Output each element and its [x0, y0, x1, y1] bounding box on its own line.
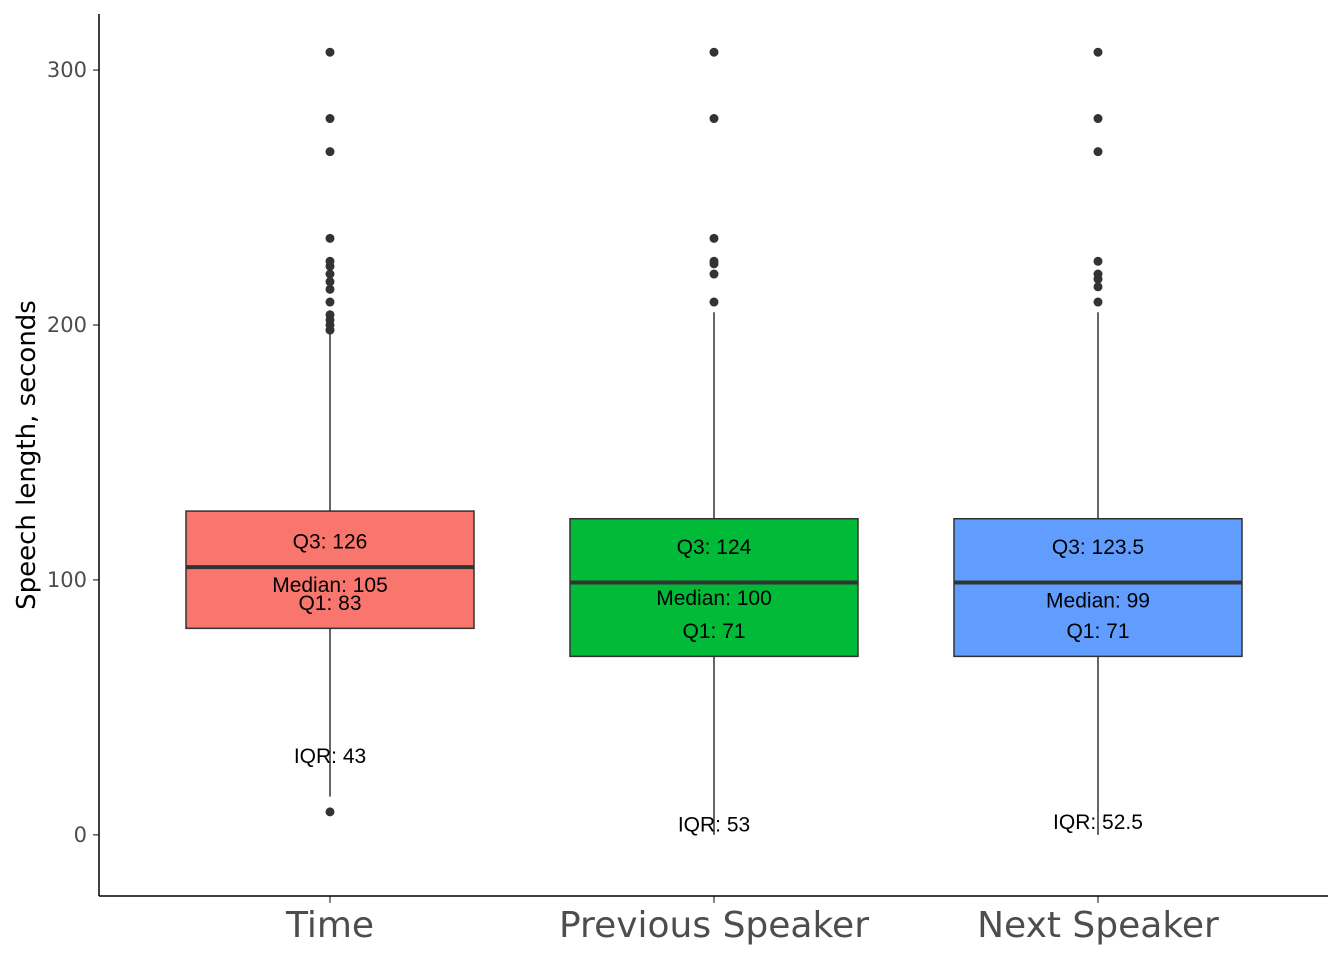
- y-axis-ticks: 0 100 200 300: [47, 58, 99, 847]
- x-tick-label: Time: [285, 905, 374, 946]
- outlier-point: [325, 47, 335, 57]
- x-tick-label: Next Speaker: [977, 905, 1219, 946]
- outlier-point: [325, 114, 335, 124]
- outlier-point: [1093, 114, 1103, 124]
- annotation-q1: Q1: 71: [682, 620, 745, 643]
- y-tick-label: 0: [74, 823, 87, 847]
- outlier-point: [325, 256, 335, 266]
- y-axis-title: Speech length, seconds: [12, 300, 42, 610]
- box-group: [569, 47, 859, 835]
- outlier-point: [325, 277, 335, 287]
- x-axis-ticks: Time Previous Speaker Next Speaker: [285, 896, 1219, 946]
- outlier-point: [1093, 256, 1103, 266]
- outlier-point: [325, 284, 335, 294]
- outlier-point: [1093, 297, 1103, 307]
- boxes-layer: [185, 47, 1243, 835]
- box-iqr: [953, 517, 1243, 658]
- x-tick-label: Previous Speaker: [559, 905, 869, 946]
- annotation-q1: Q1: 71: [1066, 620, 1129, 643]
- box-iqr: [185, 510, 475, 630]
- outlier-point: [709, 297, 719, 307]
- box-iqr: [569, 517, 859, 658]
- outlier-point: [709, 47, 719, 57]
- y-tick-label: 200: [47, 313, 87, 337]
- outlier-point: [325, 233, 335, 243]
- outlier-point: [709, 114, 719, 124]
- outlier-point: [1093, 269, 1103, 279]
- outlier-point: [709, 269, 719, 279]
- annotation-iqr: IQR: 43: [294, 745, 366, 768]
- annotation-median: Median: 99: [1046, 589, 1150, 612]
- annotation-median: Median: 100: [656, 587, 772, 610]
- y-tick-label: 300: [47, 58, 87, 82]
- outlier-point: [325, 297, 335, 307]
- annotation-q3: Q3: 124: [677, 536, 752, 559]
- outlier-point: [325, 147, 335, 157]
- outlier-point: [1093, 47, 1103, 57]
- outlier-point: [325, 310, 335, 320]
- annotation-iqr: IQR: 52.5: [1053, 811, 1143, 834]
- y-tick-label: 100: [47, 568, 87, 592]
- annotation-q3: Q3: 126: [293, 531, 368, 554]
- outlier-point: [325, 269, 335, 279]
- outlier-point: [709, 233, 719, 243]
- box-group: [953, 47, 1243, 835]
- box-group: [185, 47, 475, 817]
- outlier-point: [1093, 147, 1103, 157]
- annotation-q1: Q1: 83: [298, 592, 361, 615]
- annotation-q3: Q3: 123.5: [1052, 536, 1144, 559]
- outlier-point: [709, 256, 719, 266]
- annotation-median: Median: 105: [272, 574, 388, 597]
- outlier-point: [1093, 282, 1103, 292]
- annotation-iqr: IQR: 53: [678, 814, 750, 837]
- outlier-point: [325, 807, 335, 817]
